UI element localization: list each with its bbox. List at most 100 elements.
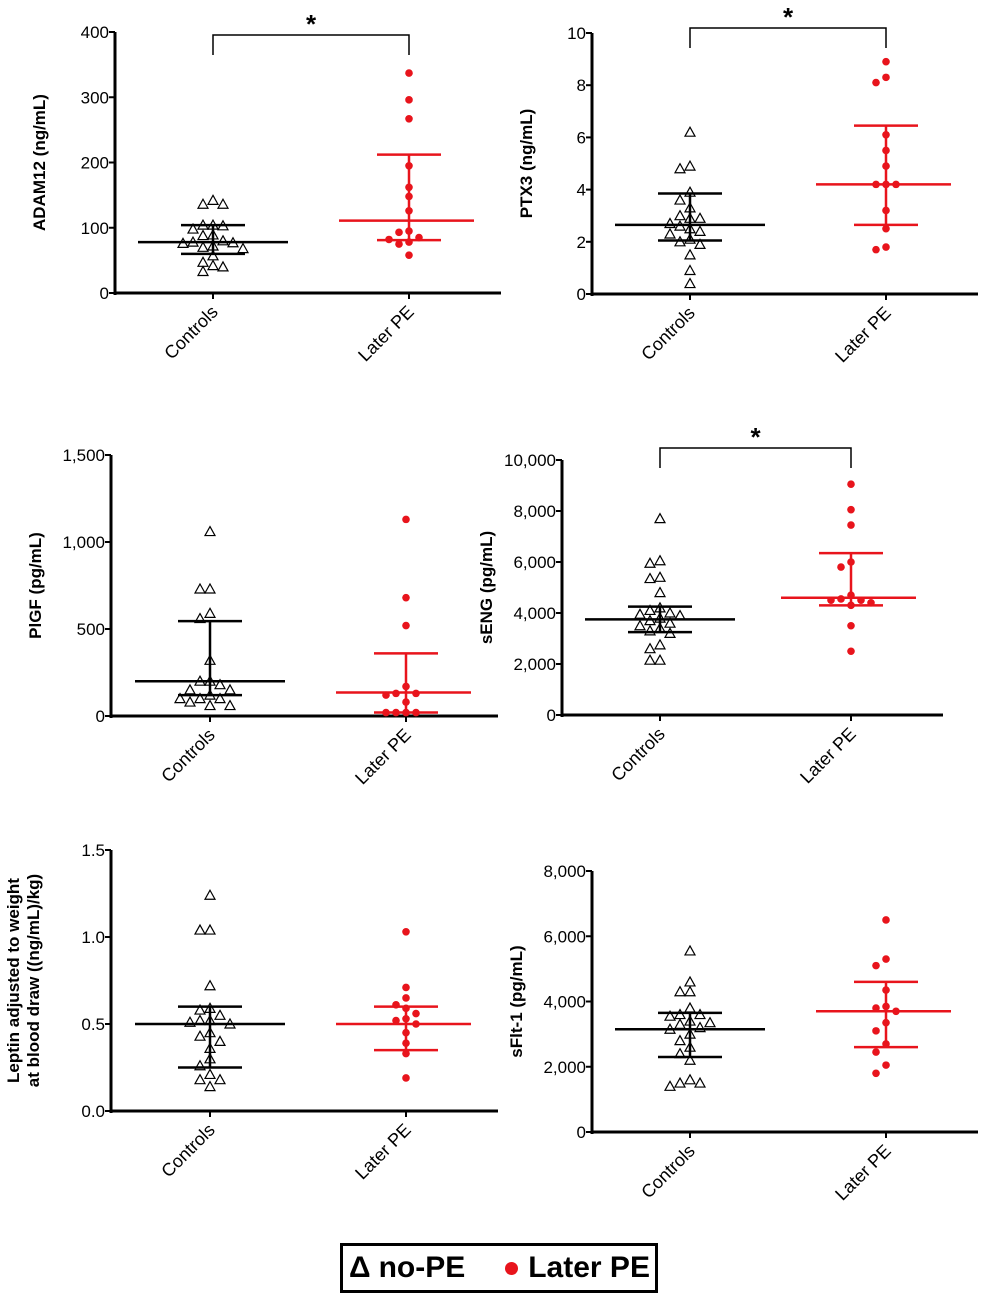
control-point (203, 979, 217, 991)
later-pe-point (402, 1028, 410, 1037)
control-point (193, 1059, 207, 1071)
control-point (186, 222, 200, 234)
control-point (643, 557, 657, 568)
later-pe-point (837, 595, 845, 603)
control-point (196, 218, 210, 230)
control-point (213, 678, 227, 690)
control-point (683, 248, 697, 260)
category-label: Later PE (351, 1120, 415, 1184)
later-pe-point (872, 1048, 880, 1056)
y-tick-label: 0 (100, 284, 109, 303)
later-pe-point (402, 621, 410, 630)
later-pe-point (382, 691, 390, 699)
category-label: Controls (160, 302, 222, 364)
control-point (673, 162, 687, 174)
later-pe-point (847, 621, 855, 630)
control-point (663, 606, 677, 618)
category-label: Controls (637, 303, 699, 365)
legend-controls-label: no-PE (378, 1251, 466, 1284)
panel-6: 0 2,000 4,000 6,000 8,000 sFlt-1 (pg/mL) Contr… (507, 862, 978, 1204)
later-pe-point (882, 162, 890, 170)
control-point (203, 688, 217, 700)
y-tick-label: 0.0 (81, 1102, 105, 1121)
later-pe-point (405, 192, 413, 201)
later-pe-point (882, 180, 890, 189)
control-point (196, 198, 210, 209)
y-axis-label: PlGF (pg/mL) (26, 532, 45, 639)
y-tick-label: 1,000 (62, 533, 105, 552)
later-pe-point (412, 1009, 420, 1018)
later-pe-point (847, 558, 855, 566)
significance-star: * (783, 2, 794, 32)
later-pe-point (402, 1004, 410, 1013)
control-point (183, 1016, 197, 1027)
control-point (216, 198, 230, 209)
control-point (203, 1026, 217, 1038)
later-pe-point (847, 647, 855, 656)
later-pe-point (847, 480, 855, 489)
later-pe-point (402, 698, 410, 706)
control-point (653, 586, 667, 598)
control-point (693, 1076, 707, 1088)
control-point (663, 1009, 677, 1021)
later-pe-point (402, 1049, 410, 1058)
later-pe-point (872, 1027, 880, 1035)
later-pe-point (872, 1004, 880, 1012)
control-point (643, 572, 657, 584)
later-pe-point (882, 224, 890, 233)
y-tick-label: 400 (81, 23, 109, 42)
later-pe-point (392, 1001, 400, 1009)
significance-bracket (689, 27, 887, 48)
later-pe-point (415, 233, 423, 242)
control-point (683, 975, 697, 987)
y-axis-label: sFlt-1 (pg/mL) (507, 945, 526, 1057)
control-point (663, 227, 677, 239)
control-point (196, 241, 210, 252)
control-point (213, 1035, 227, 1046)
control-point (663, 627, 677, 638)
control-point (663, 1080, 677, 1091)
later-pe-point (385, 235, 393, 244)
later-pe-point (847, 505, 855, 514)
control-point (183, 683, 197, 695)
control-point (683, 1073, 697, 1085)
control-point (193, 674, 207, 686)
later-pe-point (872, 78, 880, 87)
control-point (206, 259, 220, 271)
control-point (683, 277, 697, 289)
y-tick-label: 8 (577, 76, 586, 95)
significance-bracket (659, 447, 852, 468)
y-tick-label: 1,500 (62, 446, 105, 465)
y-tick-label: 8,000 (543, 862, 586, 881)
y-axis-label: Leptin adjusted to weight (4, 878, 23, 1083)
control-point (683, 944, 697, 956)
later-pe-point (392, 1016, 400, 1025)
later-pe-point (882, 916, 890, 924)
later-pe-point (882, 146, 890, 155)
control-point (206, 194, 220, 205)
control-point (683, 264, 697, 276)
control-point (193, 1029, 207, 1041)
y-tick-label: 6,000 (513, 553, 556, 572)
control-point (193, 1073, 207, 1085)
later-pe-point (837, 563, 845, 571)
control-point (673, 609, 687, 621)
control-point (693, 1021, 707, 1033)
later-pe-point (882, 955, 890, 963)
control-point (693, 1008, 707, 1020)
control-point (633, 619, 647, 631)
later-pe-point (402, 593, 410, 602)
category-label: Later PE (831, 303, 895, 367)
control-point (653, 653, 667, 665)
control-point (653, 622, 667, 633)
later-pe-point (882, 1018, 890, 1027)
later-pe-point (405, 206, 413, 215)
control-point (673, 985, 687, 997)
control-point (203, 582, 217, 594)
later-pe-point (412, 708, 420, 717)
control-point (673, 235, 687, 247)
later-pe-point (872, 961, 880, 970)
later-pe-point (405, 96, 413, 104)
control-point (683, 125, 697, 137)
